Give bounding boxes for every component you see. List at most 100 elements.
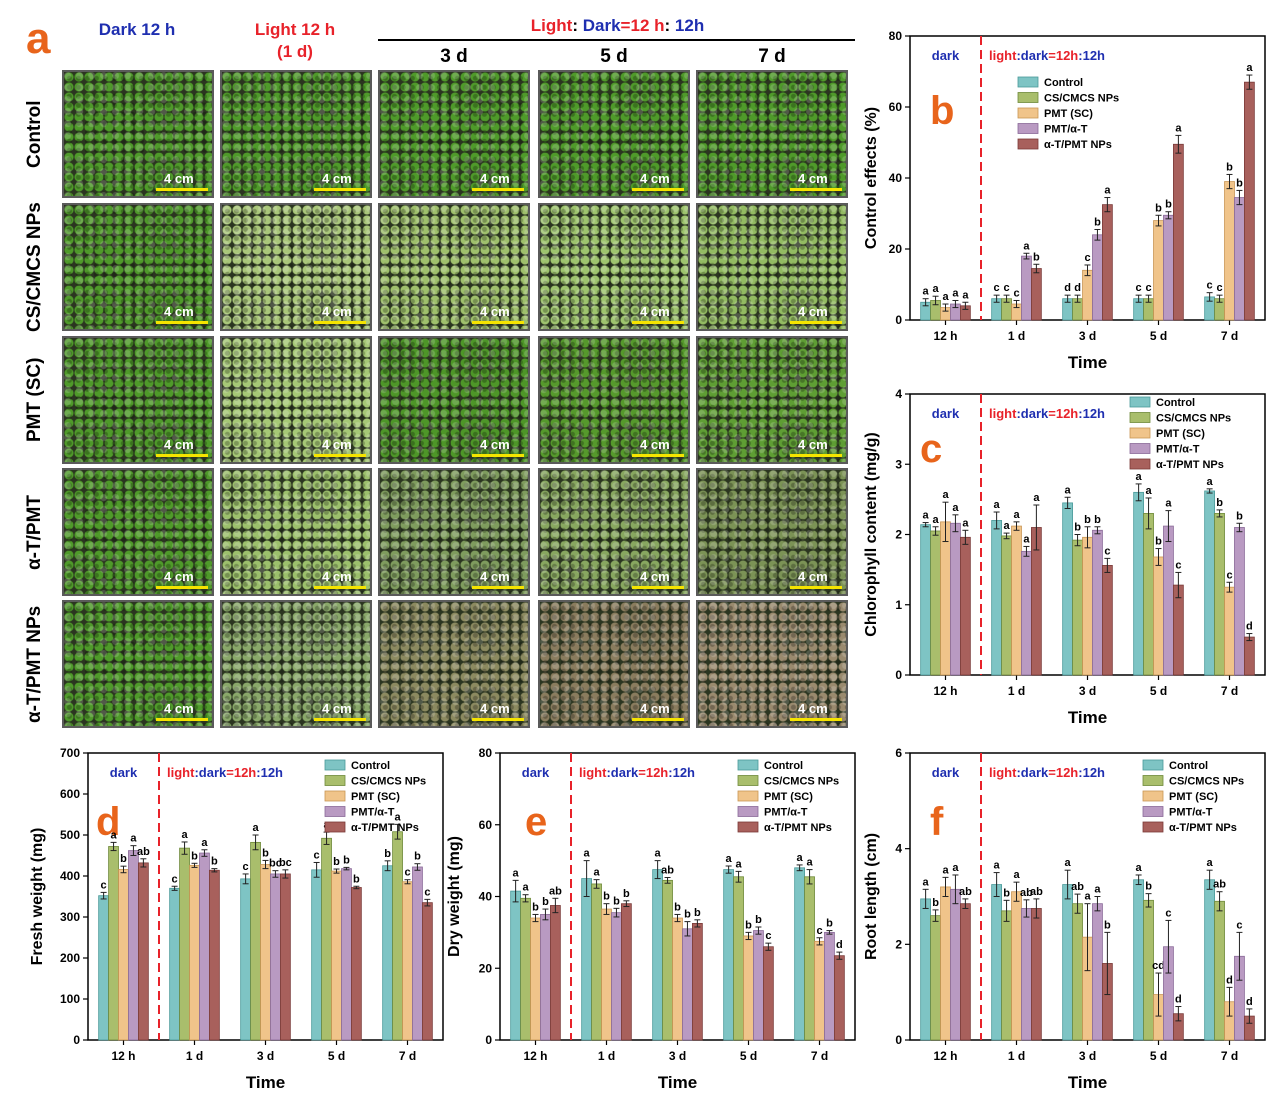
scale-bar <box>314 718 366 721</box>
x-tick-label: 12 h <box>933 1049 957 1063</box>
significance-letter: b <box>1104 919 1111 931</box>
bar <box>743 935 754 1041</box>
header-cycle: Light: Dark=12 h: 12h <box>380 16 855 36</box>
significance-letter: a <box>252 822 259 834</box>
significance-letter: ab <box>1213 879 1226 891</box>
bar <box>1173 143 1184 321</box>
bar <box>611 912 622 1041</box>
significance-letter: b <box>1216 497 1223 509</box>
light-cycle-part: : <box>606 765 610 780</box>
duckweed-photo: 4 cm <box>696 336 848 464</box>
light-cycle-part: 12h <box>673 765 695 780</box>
significance-letter: b <box>1145 881 1152 893</box>
significance-letter: c <box>1136 282 1142 294</box>
significance-letter: c <box>424 886 430 898</box>
bar <box>753 930 764 1041</box>
bar <box>520 897 531 1041</box>
legend-swatch <box>1129 458 1151 470</box>
bar <box>341 868 352 1041</box>
bar <box>1204 490 1215 676</box>
significance-letter: c <box>1175 559 1181 571</box>
x-tick-label: 12 h <box>933 329 957 343</box>
significance-letter: a <box>1246 62 1253 74</box>
bar <box>1092 903 1103 1041</box>
significance-letter: b <box>1084 514 1091 526</box>
significance-letter: a <box>962 517 969 529</box>
bar <box>1214 900 1225 1041</box>
y-tick-label: 80 <box>479 746 493 760</box>
significance-letter: b <box>343 854 350 866</box>
significance-letter: a <box>923 876 930 888</box>
scale-label: 4 cm <box>164 569 194 584</box>
bar <box>804 876 815 1041</box>
significance-letter: b <box>191 850 198 862</box>
duckweed-photo: 4 cm <box>538 336 690 464</box>
light-cycle-part: 12h <box>1083 765 1105 780</box>
light-cycle-label: light:dark=12h:12h <box>989 406 1105 421</box>
light-cycle-part: 12h <box>646 765 668 780</box>
light-cycle-part: : <box>1016 765 1020 780</box>
light-cycle-label: light:dark=12h:12h <box>167 765 283 780</box>
legend-label: PMT/α-T <box>1044 124 1088 136</box>
significance-letter: b <box>532 901 539 913</box>
scale-label: 4 cm <box>640 304 670 319</box>
row-label-1: CS/CMCS NPs <box>24 202 45 332</box>
significance-letter: a <box>1065 857 1072 869</box>
legend-label: PMT (SC) <box>1156 428 1205 440</box>
significance-letter: a <box>923 286 930 298</box>
bar <box>321 837 332 1041</box>
legend-swatch <box>324 806 346 817</box>
significance-letter: a <box>130 833 137 845</box>
bar <box>1234 197 1245 321</box>
bar <box>1244 81 1255 321</box>
significance-letter: b <box>211 856 218 868</box>
legend-label: α-T/PMT NPs <box>1044 139 1112 151</box>
scale-label: 4 cm <box>798 437 828 452</box>
header-cycle-colon2: : <box>664 16 675 35</box>
legend-swatch <box>737 775 759 786</box>
bar <box>1102 204 1113 321</box>
row-label-4: α-T/PMT NPs <box>24 605 45 723</box>
scale-label: 4 cm <box>322 437 352 452</box>
legend-swatch <box>737 790 759 802</box>
scale-label: 4 cm <box>164 171 194 186</box>
significance-letter: bc <box>279 857 292 869</box>
significance-letter: b <box>1033 251 1040 263</box>
legend-label: Control <box>1044 77 1083 89</box>
significance-letter: a <box>1207 476 1214 488</box>
duckweed-photo: 4 cm <box>378 203 530 331</box>
light-cycle-part: : <box>1078 765 1082 780</box>
significance-letter: a <box>932 514 939 526</box>
panel-letter-e: e <box>525 800 547 844</box>
legend-label: α-T/PMT NPs <box>1169 822 1237 834</box>
dark-label: dark <box>522 765 550 780</box>
significance-letter: a <box>942 864 949 876</box>
bar <box>824 931 835 1041</box>
y-axis-label: Chlorophyll content (mg/g) <box>863 432 880 636</box>
scale-label: 4 cm <box>480 171 510 186</box>
scale-bar <box>472 586 524 589</box>
header-light-12h: Light 12 h <box>254 20 336 39</box>
panel-letter-c: c <box>920 427 942 471</box>
significance-letter: a <box>1003 520 1010 532</box>
legend-label: Control <box>1169 760 1208 772</box>
significance-letter: b <box>262 847 269 859</box>
header-light-1d: (1 d) <box>277 42 313 61</box>
legend-swatch <box>1142 806 1164 817</box>
x-tick-label: 7 d <box>1221 1049 1238 1063</box>
y-axis-label: Dry weight (mg) <box>446 836 463 957</box>
duckweed-photo: 4 cm <box>696 468 848 596</box>
significance-letter: a <box>1065 484 1072 496</box>
scale-label: 4 cm <box>322 569 352 584</box>
legend-label: PMT/α-T <box>1156 444 1200 456</box>
header-day-0: 3 d <box>440 46 468 67</box>
bar <box>422 902 433 1041</box>
legend-label: Control <box>1156 397 1195 409</box>
scale-bar <box>156 454 208 457</box>
y-tick-label: 0 <box>73 1033 80 1047</box>
y-tick-label: 0 <box>485 1033 492 1047</box>
panel-letter-b: b <box>930 89 954 133</box>
bar <box>682 928 693 1041</box>
